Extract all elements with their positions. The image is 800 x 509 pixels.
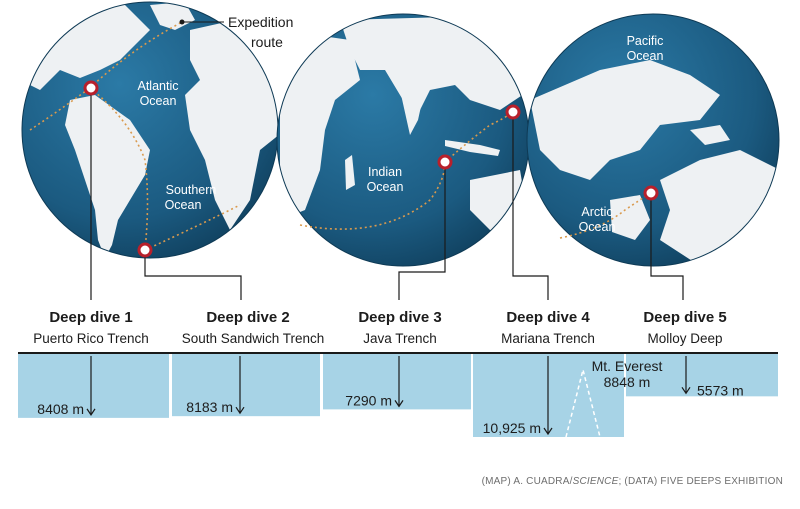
depth-arrowhead-dive-3	[394, 400, 404, 408]
marker-dive-2	[137, 242, 153, 258]
credit-italic: SCIENCE	[573, 476, 619, 487]
depth-bars: 8408 m 8183 m 7290 m 10,925 m 5573 m Mt. Ever…	[18, 354, 778, 438]
dive-1-location: Puerto Rico Trench	[33, 331, 149, 346]
expedition-route-atlantic	[29, 21, 241, 251]
expedition-route-indian	[299, 111, 514, 230]
india-landmass	[400, 88, 425, 135]
dive-5-location: Molloy Deep	[647, 331, 722, 346]
dive-labels: Deep dive 1 Puerto Rico Trench Deep dive…	[33, 309, 726, 346]
dive-leader-lines	[90, 88, 684, 300]
greenland-landmass	[610, 195, 650, 240]
madagascar-landmass	[345, 155, 355, 190]
leader-line-dive-2	[144, 250, 242, 300]
depth-arrowhead-dive-2	[235, 406, 245, 415]
ocean-label-southern-2: Ocean	[165, 198, 202, 212]
south-america-landmass	[65, 95, 150, 258]
ocean-label-arctic-1: Arctic	[581, 205, 612, 219]
credit-suffix: ; (DATA) FIVE DEEPS EXHIBITION	[618, 476, 783, 487]
depth-label-dive-3: 7290 m	[345, 392, 392, 408]
depth-bar-dive-1	[18, 354, 169, 418]
dive-3-location: Java Trench	[363, 331, 437, 346]
depth-arrowhead-dive-1	[86, 408, 96, 416]
ocean-label-pacific-2: Ocean	[627, 49, 664, 63]
eurasia-landmass	[530, 60, 720, 180]
everest-label-1: Mt. Everest	[592, 358, 663, 374]
ocean-label-atlantic-2: Ocean	[140, 94, 177, 108]
expedition-route-callout: Expedition route	[179, 14, 293, 50]
depth-bar-dive-2	[172, 354, 320, 417]
depth-bar-dive-5	[626, 354, 778, 397]
globe-atlantic: Atlantic Ocean Southern Ocean	[21, 1, 279, 259]
globe-arctic-landmasses	[530, 60, 779, 266]
dive-3-title: Deep dive 3	[358, 309, 441, 326]
dive-2-location: South Sandwich Trench	[182, 331, 325, 346]
depth-label-dive-1: 8408 m	[37, 401, 84, 417]
depth-label-dive-5: 5573 m	[697, 382, 744, 398]
ocean-label-southern-1: Southern	[166, 183, 217, 197]
dive-5-title: Deep dive 5	[643, 309, 726, 326]
dive-4-location: Mariana Trench	[501, 331, 595, 346]
depth-label-dive-4: 10,925 m	[483, 420, 541, 436]
globe-indian: Indian Ocean	[276, 13, 530, 267]
leader-line-dive-4	[512, 112, 549, 300]
marker-dive-5	[643, 185, 659, 201]
leader-line-dive-3	[398, 162, 446, 300]
marker-dive-3	[437, 154, 453, 170]
ocean-label-atlantic-1: Atlantic	[138, 79, 179, 93]
ocean-label-indian-2: Ocean	[367, 180, 404, 194]
expedition-route-label-2: route	[251, 34, 283, 50]
depth-arrowhead-dive-5	[681, 387, 691, 395]
east-africa-landmass	[280, 30, 360, 220]
depth-arrowhead-dive-4	[543, 427, 553, 436]
ocean-label-arctic-2: Ocean	[579, 220, 616, 234]
africa-landmass	[185, 20, 278, 230]
dive-1-title: Deep dive 1	[49, 309, 132, 326]
everest-outline	[565, 369, 601, 438]
arctic-islands-landmass	[690, 125, 730, 145]
expedition-route-label-1: Expedition	[228, 14, 293, 30]
credit-prefix: (MAP) A. CUADRA/	[482, 476, 573, 487]
dive-2-title: Deep dive 2	[206, 309, 289, 326]
ocean-label-pacific-1: Pacific	[627, 34, 664, 48]
source-credit: (MAP) A. CUADRA/SCIENCE; (DATA) FIVE DEE…	[482, 476, 783, 487]
depth-bar-dive-3	[323, 354, 471, 410]
dive-markers	[83, 80, 659, 258]
depth-label-dive-2: 8183 m	[186, 399, 233, 415]
globe-arctic-edge	[526, 13, 780, 267]
globe-arctic: Pacific Ocean Arctic Ocean	[526, 13, 780, 267]
dive-4-title: Deep dive 4	[506, 309, 590, 326]
leader-line-dive-5	[650, 193, 684, 300]
everest-label-2: 8848 m	[604, 374, 651, 390]
indonesia-landmass	[445, 140, 500, 156]
marker-dive-4	[505, 104, 521, 120]
marker-dive-1	[83, 80, 99, 96]
ocean-label-indian-1: Indian	[368, 165, 402, 179]
expedition-route-arctic	[559, 192, 651, 239]
expedition-route-leader-dot	[179, 19, 185, 25]
